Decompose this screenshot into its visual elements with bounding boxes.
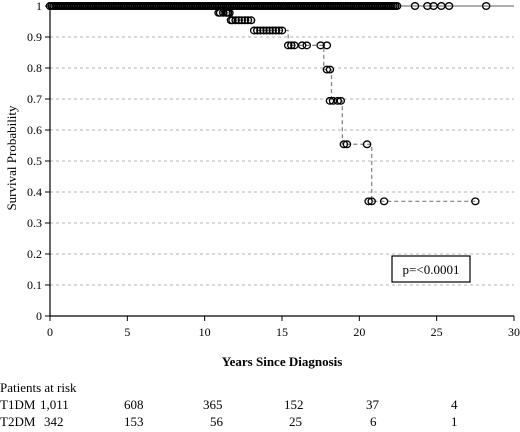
risk-row-t1dm: T1DM 1,011 608 365 152 37 4 bbox=[0, 397, 520, 415]
risk-row-label: T1DM bbox=[0, 397, 36, 412]
y-tick-label: 0.3 bbox=[27, 216, 42, 230]
censor-marker bbox=[362, 140, 372, 149]
censor-marker bbox=[316, 41, 325, 50]
x-tick-label: 15 bbox=[276, 325, 288, 339]
censor-marker bbox=[283, 41, 293, 50]
risk-row-t2dm: T2DM 342 153 56 25 6 1 bbox=[0, 414, 520, 432]
y-tick-label: 0.2 bbox=[27, 247, 42, 261]
y-tick-label: 1 bbox=[36, 0, 42, 13]
censor-marker bbox=[297, 41, 307, 50]
censor-marker bbox=[225, 8, 234, 17]
censor-marker bbox=[287, 41, 296, 50]
series-layer bbox=[45, 2, 514, 206]
censor-marker bbox=[342, 140, 352, 149]
y-tick-label: 0.6 bbox=[27, 123, 42, 137]
x-tick-label: 10 bbox=[199, 325, 211, 339]
y-axis-title: Survival Probability bbox=[4, 105, 19, 211]
censor-marker bbox=[325, 65, 335, 74]
censor-marker bbox=[379, 197, 389, 206]
p-value-frame bbox=[391, 255, 471, 283]
censor-marker bbox=[410, 2, 420, 10]
censor-marker bbox=[277, 26, 287, 35]
risk-cell: 6 bbox=[370, 414, 377, 429]
censor-marker bbox=[271, 26, 281, 35]
censor-marker bbox=[249, 26, 259, 35]
risk-cell: 1,011 bbox=[40, 397, 69, 412]
y-tick-label: 0.1 bbox=[27, 278, 42, 292]
y-tick-label: 0.5 bbox=[27, 154, 42, 168]
y-tick-label: 0.8 bbox=[27, 61, 42, 75]
risk-cell: 152 bbox=[284, 397, 304, 412]
censor-marker bbox=[253, 26, 262, 35]
risk-cell: 342 bbox=[44, 414, 64, 429]
censor-marker bbox=[218, 8, 228, 17]
risk-cell: 4 bbox=[451, 397, 458, 412]
censor-marker bbox=[262, 26, 271, 35]
censor-marker bbox=[364, 197, 373, 206]
series-line-t2dm bbox=[217, 6, 476, 202]
censor-marker bbox=[231, 16, 240, 25]
risk-table-title: Patients at risk bbox=[0, 380, 77, 395]
x-tick-label: 0 bbox=[47, 325, 53, 339]
censor-marker bbox=[367, 197, 376, 206]
y-tick-label: 0.4 bbox=[27, 185, 42, 199]
censor-marker bbox=[240, 16, 250, 25]
censor-marker bbox=[228, 16, 237, 25]
x-tick-label: 5 bbox=[124, 325, 130, 339]
censor-marker bbox=[392, 2, 402, 10]
censor-marker bbox=[243, 16, 253, 25]
censor-marker bbox=[268, 26, 277, 35]
censor-marker bbox=[471, 197, 480, 206]
censor-marker bbox=[444, 2, 454, 10]
risk-table: Patients at risk T1DM 1,011 608 365 152 … bbox=[0, 380, 520, 432]
risk-cell: 365 bbox=[203, 397, 223, 412]
censor-marker bbox=[423, 2, 432, 10]
y-tick-label: 0 bbox=[36, 309, 42, 323]
x-tick-label: 25 bbox=[431, 325, 443, 339]
p-value-box: p=<0.0001 bbox=[391, 255, 471, 283]
censor-marker bbox=[322, 41, 332, 50]
censor-marker bbox=[237, 16, 247, 25]
p-value-label: p=<0.0001 bbox=[403, 262, 460, 277]
y-tick-label: 0.9 bbox=[27, 30, 42, 44]
tick-labels: 00.10.20.30.40.50.60.70.80.910 5 10 15 20 25 3… bbox=[27, 0, 520, 339]
censor-marker bbox=[246, 16, 256, 25]
grid-lines bbox=[50, 5, 514, 286]
censor-marker bbox=[234, 16, 243, 25]
x-axis-title: Years Since Diagnosis bbox=[222, 354, 343, 369]
risk-cell: 1 bbox=[451, 414, 458, 429]
risk-cell: 37 bbox=[366, 397, 379, 412]
censor-marker bbox=[322, 65, 332, 74]
risk-row-label: T2DM bbox=[0, 414, 36, 429]
risk-cell: 25 bbox=[289, 414, 302, 429]
risk-cell: 56 bbox=[210, 414, 223, 429]
risk-cell: 608 bbox=[124, 397, 144, 412]
x-tick-label: 30 bbox=[508, 325, 520, 339]
censor-marker bbox=[302, 41, 311, 50]
risk-cell: 153 bbox=[124, 414, 144, 429]
survival-chart: 00.10.20.30.40.50.60.70.80.910 5 10 15 20 25 3… bbox=[4, 0, 520, 369]
censor-marker bbox=[333, 96, 342, 105]
censor-marker bbox=[339, 140, 349, 149]
y-tick-label: 0.7 bbox=[27, 92, 42, 106]
censor-marker bbox=[336, 96, 346, 105]
x-tick-label: 20 bbox=[353, 325, 365, 339]
censor-marker bbox=[256, 26, 265, 35]
censor-marker bbox=[481, 2, 491, 10]
censor-marker bbox=[274, 26, 284, 35]
censor-marker bbox=[259, 26, 268, 35]
censor-marker bbox=[265, 26, 274, 35]
axes bbox=[45, 5, 515, 321]
